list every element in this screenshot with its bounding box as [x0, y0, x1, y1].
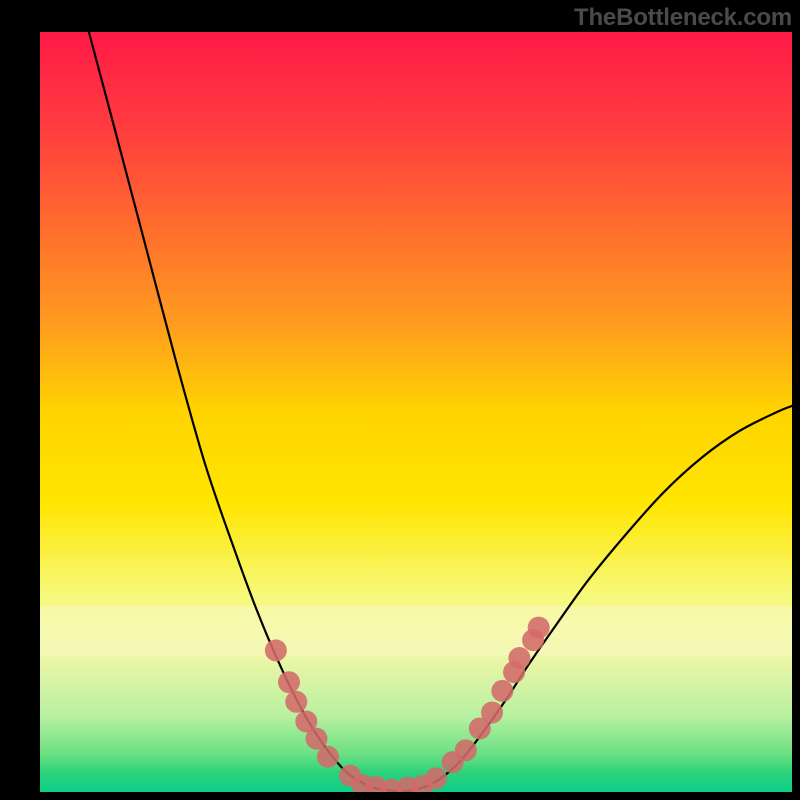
marker-dot: [528, 617, 550, 639]
marker-dot: [278, 671, 300, 693]
chart-svg: [40, 32, 792, 792]
pale-band: [40, 606, 792, 655]
marker-dot: [305, 728, 327, 750]
marker-dot: [508, 647, 530, 669]
marker-dot: [317, 746, 339, 768]
marker-dot: [425, 767, 447, 789]
marker-dot: [455, 739, 477, 761]
plot-area: [40, 32, 792, 792]
gradient-background: [40, 32, 792, 792]
watermark-text: TheBottleneck.com: [574, 4, 792, 32]
marker-dot: [491, 680, 513, 702]
marker-dot: [285, 691, 307, 713]
marker-dot: [265, 639, 287, 661]
marker-dot: [481, 702, 503, 724]
